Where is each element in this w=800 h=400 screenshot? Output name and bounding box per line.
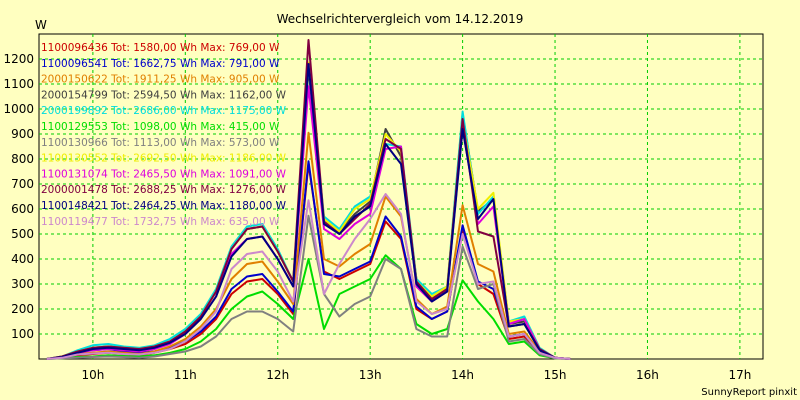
x-tick-label: 12h <box>266 368 289 382</box>
y-tick-label: 700 <box>11 177 34 191</box>
x-tick-label: 10h <box>81 368 104 382</box>
series-line-9 <box>46 85 571 360</box>
x-tick-label: 16h <box>636 368 659 382</box>
legend-entry: 1100129553 Tot: 1098,00 Wh Max: 415,00 W <box>41 121 280 133</box>
legend-entry: 1100148421 Tot: 2464,25 Wh Max: 1180,00 … <box>41 200 287 212</box>
x-tick-labels: 10h 11h 12h 13h 14h 15h 16h 17h <box>81 368 751 382</box>
y-tick-label: 300 <box>11 277 34 291</box>
y-tick-labels: 100 200 300 400 500 600 700 800 900 1000 1100 1200 <box>3 52 34 341</box>
footer-credit: SunnyReport pinxit <box>701 387 797 398</box>
y-axis-label: W <box>35 18 47 32</box>
y-tick-label: 100 <box>11 327 34 341</box>
legend: 1100096436 Tot: 1580,00 Wh Max: 769,00 W… <box>41 42 287 228</box>
series-line-10 <box>46 39 571 360</box>
x-tick-label: 15h <box>544 368 567 382</box>
x-tick-label: 11h <box>174 368 197 382</box>
legend-entry: 2000001478 Tot: 2688,25 Wh Max: 1276,00 … <box>41 184 287 196</box>
y-tick-label: 600 <box>11 202 34 216</box>
series-line-7 <box>46 214 571 360</box>
series-line-12 <box>46 193 571 360</box>
series-line-6 <box>46 254 571 360</box>
y-tick-label: 1000 <box>3 102 34 116</box>
legend-entry: 2000154799 Tot: 2594,50 Wh Max: 1162,00 … <box>41 89 287 101</box>
chart-title: Wechselrichtervergleich vom 14.12.2019 <box>277 12 524 26</box>
y-tick-label: 200 <box>11 302 34 316</box>
legend-entry: 1100130966 Tot: 1113,00 Wh Max: 573,00 W <box>41 137 280 149</box>
legend-entry: 1100096436 Tot: 1580,00 Wh Max: 769,00 W <box>41 42 280 54</box>
y-tick-label: 900 <box>11 127 34 141</box>
y-tick-label: 1100 <box>3 77 34 91</box>
series-line-11 <box>46 63 571 360</box>
legend-entry: 1100131074 Tot: 2465,50 Wh Max: 1091,00 … <box>41 168 287 180</box>
legend-entry: 2000150622 Tot: 1911,25 Wh Max: 905,00 W <box>41 74 280 86</box>
plot-area <box>38 33 764 360</box>
x-tick-label: 13h <box>359 368 382 382</box>
y-tick-label: 400 <box>11 252 34 266</box>
x-tick-label: 17h <box>728 368 751 382</box>
y-tick-label: 800 <box>11 152 34 166</box>
legend-entry: 1100096541 Tot: 1662,75 Wh Max: 791,00 W <box>41 58 280 70</box>
series-lines <box>46 39 571 360</box>
legend-entry: 1100119477 Tot: 1732,75 Wh Max: 635,00 W <box>41 216 280 228</box>
grid-lines <box>39 34 763 359</box>
legend-entry: 1100130552 Tot: 2692,50 Wh Max: 1186,00 … <box>41 153 287 165</box>
x-tick-label: 14h <box>451 368 474 382</box>
legend-entry: 2000199892 Tot: 2686,00 Wh Max: 1175,00 … <box>41 105 287 117</box>
y-tick-label: 1200 <box>3 52 34 66</box>
y-tick-label: 500 <box>11 227 34 241</box>
